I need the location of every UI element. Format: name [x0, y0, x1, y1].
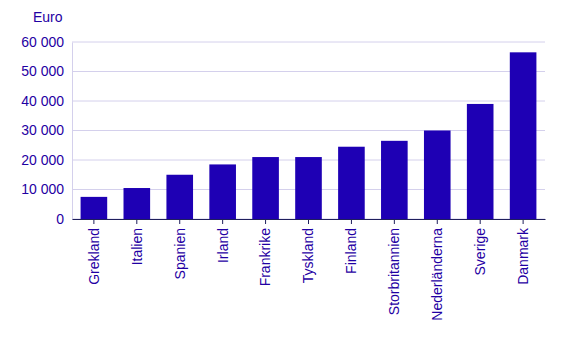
bar — [124, 188, 151, 219]
x-tick-mark — [394, 219, 395, 224]
x-tick-mark — [136, 219, 137, 224]
x-tick-mark — [523, 219, 524, 224]
bar — [381, 141, 408, 219]
grid-line — [72, 42, 545, 43]
x-tick-label: Tyskland — [300, 228, 316, 283]
y-tick-label: 40 000 — [21, 93, 64, 109]
bar — [295, 157, 322, 219]
x-tick: Sverige — [472, 219, 488, 275]
x-tick-mark — [437, 219, 438, 224]
y-tick: 10 000 — [21, 181, 72, 197]
y-axis: 0 10 000 20 000 30 000 40 000 50 000 60 000 — [21, 34, 72, 227]
y-tick-label: 50 000 — [21, 63, 64, 79]
x-tick-label: Italien — [129, 228, 145, 265]
x-tick: Danmark — [515, 219, 531, 285]
x-tick-mark — [93, 219, 94, 224]
y-axis-title: Euro — [33, 9, 63, 25]
x-tick-mark — [222, 219, 223, 224]
y-tick-label: 20 000 — [21, 152, 64, 168]
x-tick: Storbritannien — [386, 219, 402, 315]
bar — [166, 175, 193, 219]
y-tick-label: 0 — [56, 211, 64, 227]
bar — [252, 157, 279, 219]
x-tick-label: Danmark — [515, 227, 531, 285]
bar — [510, 52, 537, 219]
bar — [338, 147, 365, 219]
x-tick-label: Irland — [215, 228, 231, 263]
plot: 0 10 000 20 000 30 000 40 000 50 000 60 000 Gre… — [21, 34, 545, 321]
x-tick-mark — [179, 219, 180, 224]
x-tick: Grekland — [86, 219, 102, 285]
x-tick: Tyskland — [300, 219, 316, 283]
y-tick-label: 30 000 — [21, 122, 64, 138]
x-tick: Nederländerna — [429, 219, 445, 321]
x-tick: Finland — [343, 219, 359, 274]
bar — [467, 104, 494, 219]
bar — [209, 164, 236, 219]
bar — [424, 131, 451, 220]
x-axis: Grekland Italien Spanien Irland Frankrike Tys… — [73, 219, 546, 321]
x-tick: Spanien — [172, 219, 188, 279]
grid — [72, 42, 545, 219]
y-tick-label: 60 000 — [21, 34, 64, 50]
chart: 0 10 000 20 000 30 000 40 000 50 000 60 000 Gre… — [0, 0, 567, 340]
x-tick: Irland — [215, 219, 231, 263]
x-tick-mark — [480, 219, 481, 224]
y-axis-line — [72, 43, 73, 220]
x-tick-label: Spanien — [172, 228, 188, 279]
x-tick: Frankrike — [257, 219, 273, 286]
y-tick: 40 000 — [21, 93, 72, 109]
y-tick: 30 000 — [21, 122, 72, 138]
x-tick-label: Grekland — [86, 228, 102, 285]
y-tick: 60 000 — [21, 34, 72, 50]
x-tick-label: Storbritannien — [386, 228, 402, 315]
y-tick: 20 000 — [21, 152, 72, 168]
bar — [81, 197, 108, 219]
y-tick-label: 10 000 — [21, 181, 64, 197]
x-tick-mark — [308, 219, 309, 224]
y-tick: 0 — [56, 211, 72, 227]
grid-line — [72, 101, 545, 102]
y-tick: 50 000 — [21, 63, 72, 79]
bars — [81, 52, 537, 219]
x-tick-mark — [265, 219, 266, 224]
x-tick-label: Frankrike — [257, 228, 273, 287]
x-tick-label: Sverige — [472, 228, 488, 276]
x-tick-mark — [351, 219, 352, 224]
x-tick: Italien — [129, 219, 145, 265]
x-tick-label: Nederländerna — [429, 228, 445, 321]
x-tick-label: Finland — [343, 228, 359, 274]
grid-line — [72, 71, 545, 72]
